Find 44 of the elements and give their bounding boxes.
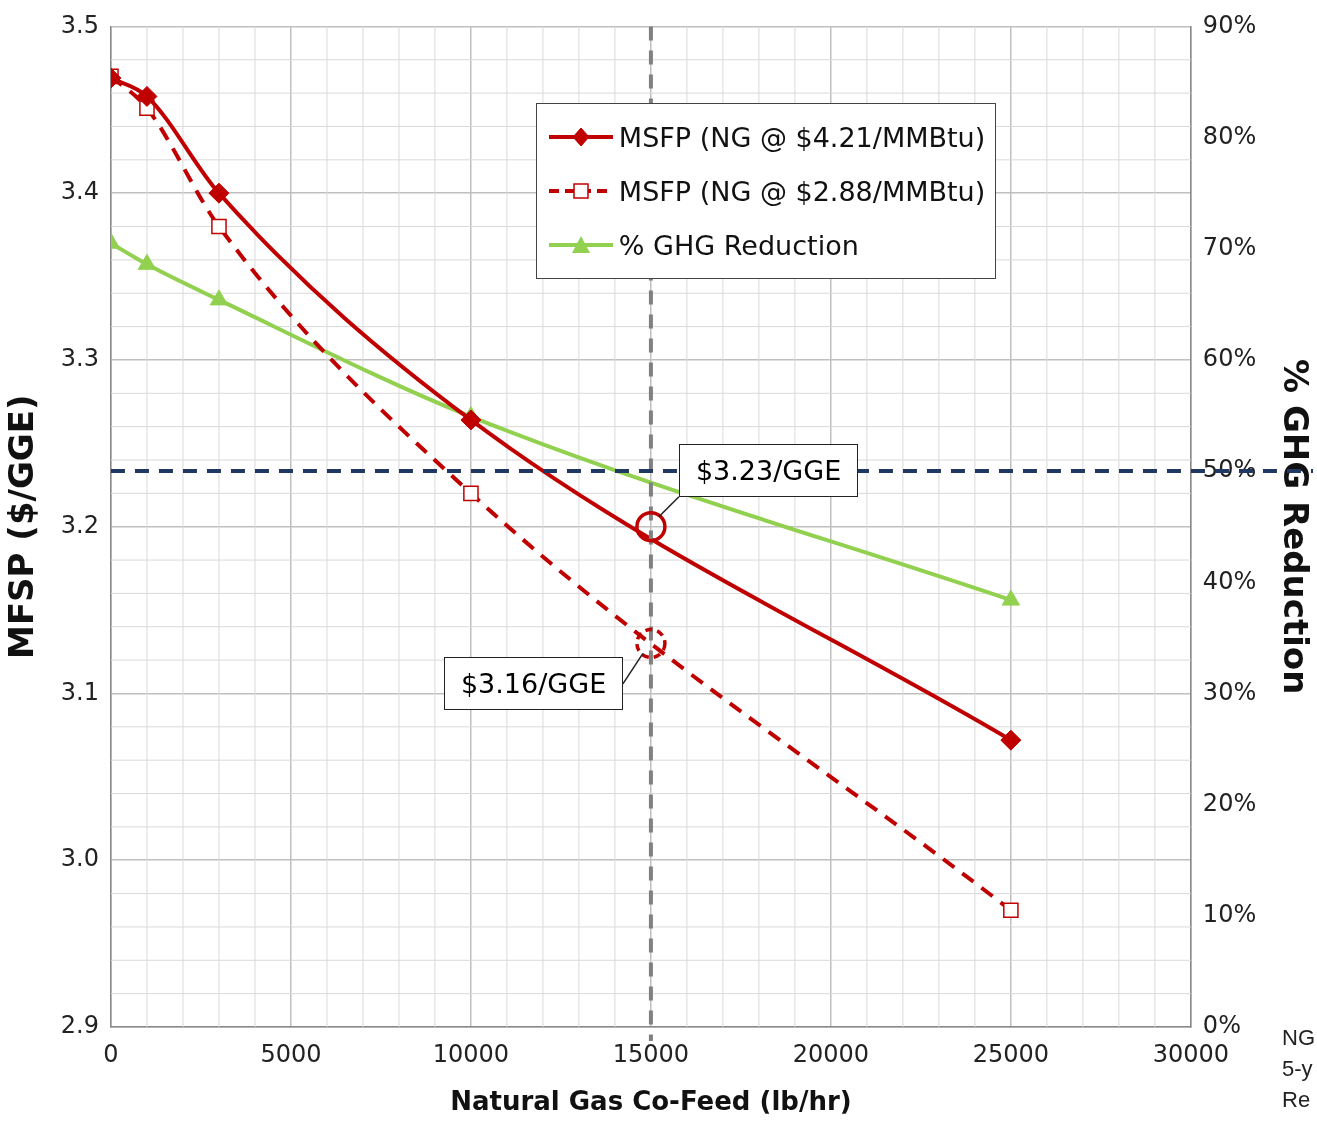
x-axis-title: Natural Gas Co-Feed (lb/hr)	[450, 1086, 852, 1117]
y-tick-label: 3.4	[60, 177, 99, 206]
point	[1000, 729, 1022, 751]
x-tick-label: 0	[103, 1039, 119, 1068]
text: 5-y	[1282, 1055, 1314, 1083]
point	[208, 182, 230, 204]
y-tick-label: 3.0	[60, 844, 99, 873]
legend-label: % GHG Reduction	[618, 229, 859, 261]
y-tick-label: 2.9	[60, 1011, 99, 1040]
legend-label: MSFP (NG @ $4.21/MMBtu)	[618, 121, 986, 153]
y2-tick-label: 80%	[1202, 121, 1257, 150]
x-tick-label: 10000	[432, 1039, 510, 1068]
text: Re	[1282, 1086, 1312, 1114]
point	[209, 289, 229, 306]
y2-tick-label: 30%	[1202, 677, 1257, 706]
y-tick-label: 3.5	[60, 10, 99, 39]
x-tick-label: 20000	[792, 1039, 870, 1068]
point	[460, 409, 482, 431]
point	[211, 218, 227, 235]
y-axis-title: MFSP ($/GGE)	[1, 394, 42, 659]
y-tick-label: 3.3	[60, 344, 99, 373]
point	[463, 485, 479, 502]
annotation: $3.23/GGE	[678, 443, 859, 497]
y2-tick-label: 10%	[1202, 900, 1257, 929]
point	[1001, 589, 1021, 606]
legend-label: MSFP (NG @ $2.88/MMBtu)	[618, 175, 986, 207]
x-tick-label: 30000	[1152, 1039, 1230, 1068]
y2-tick-label: 90%	[1202, 10, 1257, 39]
text: NG	[1282, 1024, 1315, 1052]
point	[137, 253, 157, 270]
point	[1003, 902, 1019, 919]
annotation: $3.16/GGE	[443, 657, 624, 711]
y2-axis-title: % GHG Reduction	[1275, 358, 1316, 695]
y-tick-label: 3.2	[60, 510, 99, 539]
y2-tick-label: 70%	[1202, 232, 1257, 261]
x-tick-label: 15000	[612, 1039, 690, 1068]
y2-tick-label: 40%	[1202, 566, 1257, 595]
x-tick-label: 5000	[260, 1039, 322, 1068]
y2-tick-label: 60%	[1202, 344, 1257, 373]
x-tick-label: 25000	[972, 1039, 1050, 1068]
y-tick-label: 3.1	[60, 677, 99, 706]
y2-tick-label: 0%	[1202, 1011, 1241, 1040]
point	[136, 85, 158, 107]
y2-tick-label: 20%	[1202, 788, 1257, 817]
